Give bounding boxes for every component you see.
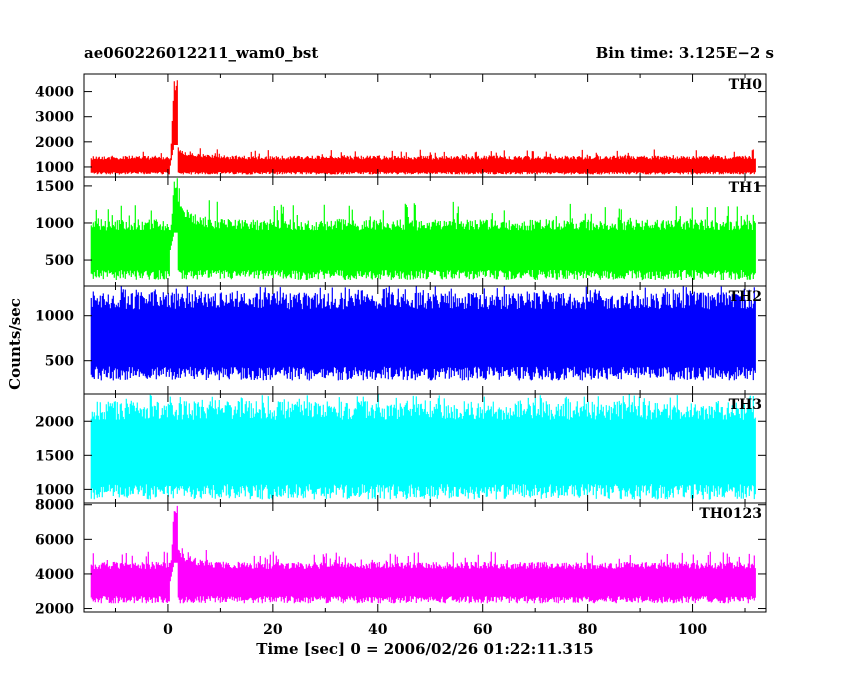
y-tick-label: 2000 [35, 602, 74, 618]
y-tick-label: 8000 [35, 498, 74, 514]
y-tick-label: 4000 [35, 85, 74, 101]
series-th0-trace [90, 80, 756, 175]
panel-th3: 1000 1500 2000 TH3 [35, 393, 767, 504]
panel-th2: 500 1000 TH2 [35, 285, 767, 395]
y-tick-label: 1000 [35, 482, 74, 498]
series-th3-trace [90, 394, 756, 500]
series-th1-trace [90, 178, 756, 281]
x-axis-label: Time [sec] 0 = 2006/02/26 01:22:11.315 [256, 640, 593, 658]
series-label-th0123: TH0123 [699, 506, 762, 522]
y-tick-label: 500 [45, 354, 74, 370]
series-th0123-trace [90, 505, 756, 604]
y-tick-label: 3000 [35, 110, 74, 126]
chart-title: ae060226012211_wam0_bst [84, 44, 318, 62]
panel-frame [83, 502, 767, 613]
panel-th0: 1000 2000 3000 4000 TH0 [35, 73, 767, 178]
y-tick-label: 4000 [35, 567, 74, 583]
y-axis-label: Counts/sec [6, 298, 24, 390]
y-tick-label: 1500 [35, 448, 74, 464]
y-tick-label: 2000 [35, 135, 74, 151]
x-tick-label: 100 [678, 622, 707, 638]
series-label-th0: TH0 [729, 77, 763, 93]
x-tick-label: 60 [473, 622, 493, 638]
panel-th0123: 2000 4000 6000 8000 TH0123 [35, 498, 767, 618]
y-tick-label: 1000 [35, 309, 74, 325]
y-tick-label: 1000 [35, 160, 74, 176]
y-tick-label: 6000 [35, 532, 74, 548]
series-label-th1: TH1 [729, 180, 762, 196]
series-label-th2: TH2 [729, 289, 762, 305]
y-tick-label: 500 [45, 253, 74, 269]
y-tick-label: 1000 [35, 216, 74, 232]
y-tick-label: 1500 [35, 179, 74, 195]
y-tick-label: 2000 [35, 414, 74, 430]
x-tick-label: 0 [163, 622, 173, 638]
series-th2-trace [90, 286, 756, 381]
x-tick-label: 80 [578, 622, 598, 638]
x-tick-label: 20 [263, 622, 283, 638]
bin-time-label: Bin time: 3.125E−2 s [596, 44, 774, 62]
panel-th1: 500 1000 1500 TH1 [35, 176, 767, 287]
x-tick-label: 40 [368, 622, 388, 638]
series-label-th3: TH3 [729, 397, 762, 413]
